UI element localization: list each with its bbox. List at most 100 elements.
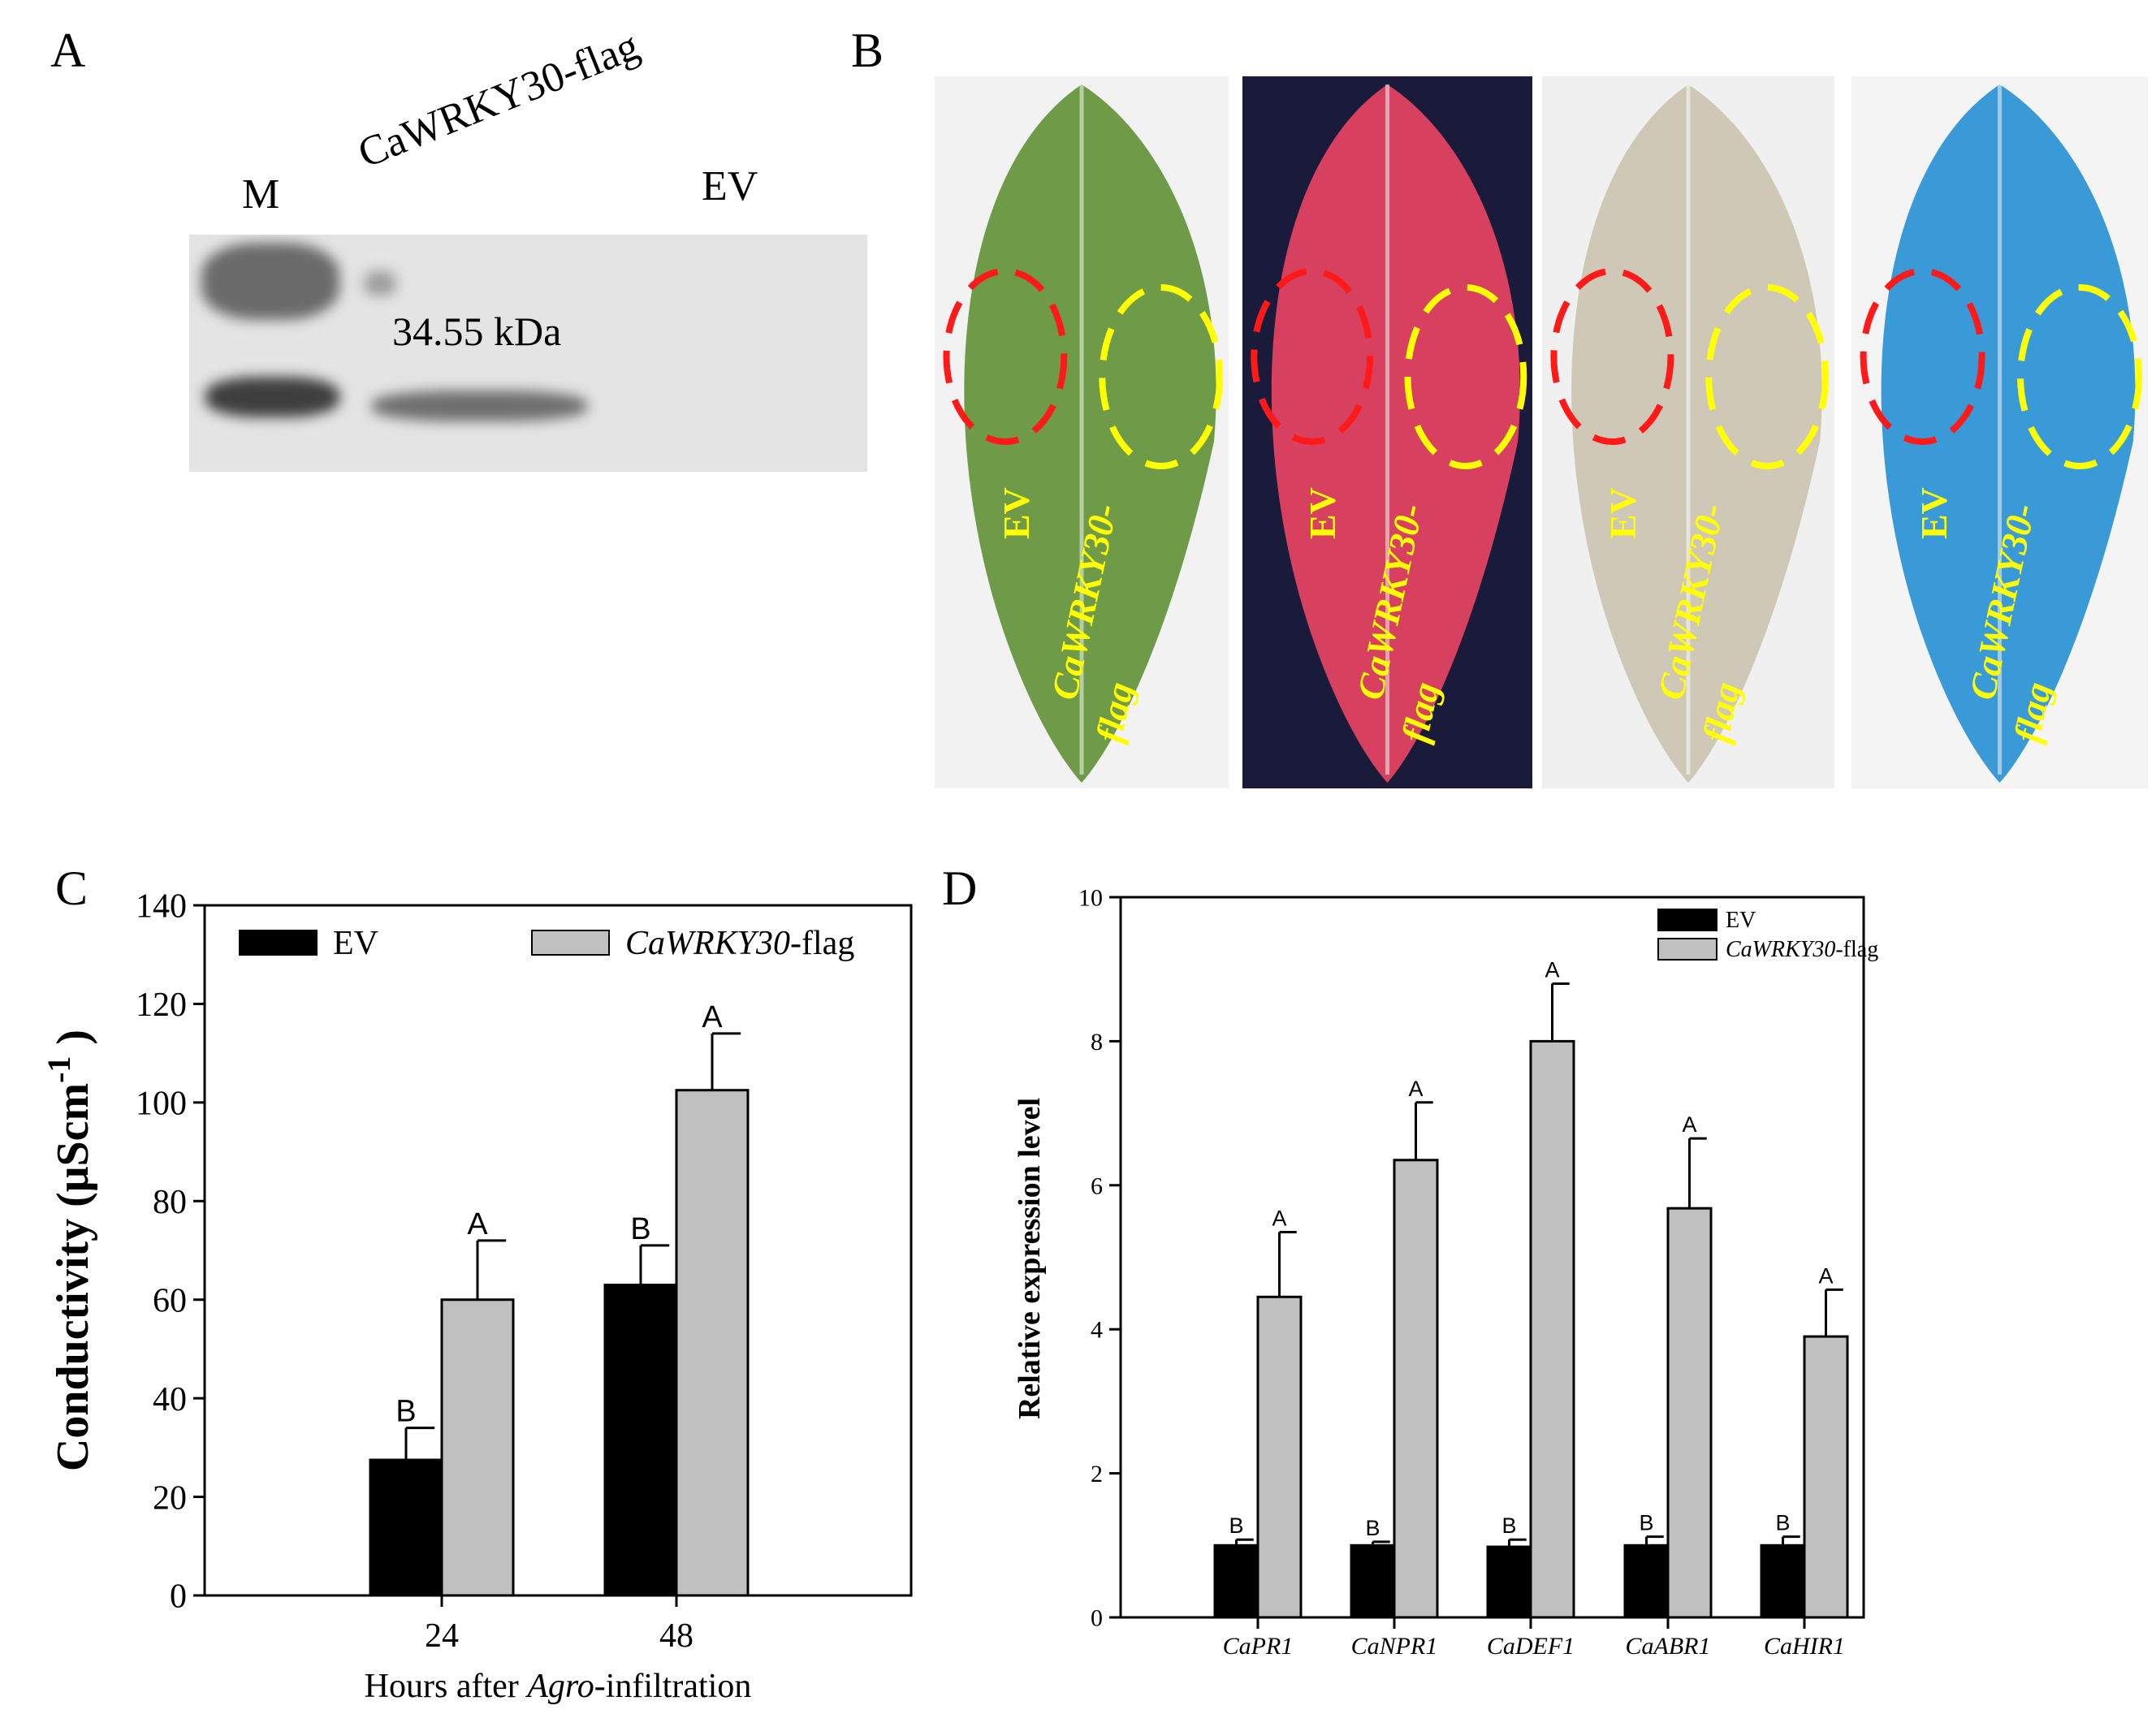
ev-infiltration-circle [1251, 268, 1374, 445]
leaf-drawing: EV CaWRKY30-flag [943, 84, 1224, 783]
legend-label-ev: EV [333, 925, 378, 962]
significance-letter: A [702, 1000, 723, 1034]
significance-letter: B [1229, 1513, 1243, 1538]
legend-label-flag: CaWRKY30-flag [1726, 937, 1878, 962]
leaf-shape [1881, 84, 2136, 783]
y-tick-label: 40 [153, 1381, 187, 1418]
lane-label-ev: EV [702, 163, 758, 209]
y-tick-label: 4 [1091, 1317, 1103, 1344]
y-axis-title: Relative expression level [1013, 1098, 1047, 1419]
y-tick-label: 100 [136, 1086, 187, 1123]
y-tick-label: 2 [1091, 1461, 1103, 1487]
bar-cawrky30-flag [1256, 1295, 1303, 1619]
x-tick-label: CaNPR1 [1351, 1633, 1438, 1660]
panel-a-label: A [50, 24, 86, 77]
bar-cawrky30-flag [440, 1298, 515, 1597]
y-axis-title: Conductivity (μScm-1 ) [41, 1030, 98, 1471]
ev-infiltration-circle [1550, 268, 1674, 445]
lane-label-marker: M [242, 171, 280, 218]
legend-label-flag-italic: CaWRKY30 [1726, 937, 1835, 962]
expression-bar-chart: 0 2 4 6 8 10 CaPR1 B A CaNPR1 B A CaDEF1 B A CaABR1 B A Ca… [1013, 885, 1878, 1660]
leaf-photo-4: EV CaWRKY30- flag [1851, 76, 2148, 788]
western-blot-image: 34.55 kDa [189, 235, 867, 472]
legend-swatch-ev [239, 930, 318, 956]
bar-cawrky30-flag [675, 1089, 750, 1597]
leaf-photo-1: EV CaWRKY30- flag [935, 76, 1229, 788]
y-axis-title-main: Conductivity (μScm [48, 1083, 98, 1471]
x-tick-label: CaPR1 [1223, 1633, 1294, 1660]
legend-label-flag-italic: CaWRKY30 [625, 925, 790, 962]
panel-b-label: B [851, 24, 884, 77]
flag-infiltration-circle [1705, 284, 1830, 469]
significance-letter: B [1501, 1513, 1516, 1538]
x-axis-title: Hours after Agro-infiltration [365, 1668, 752, 1705]
bar-cawrky30-flag [1666, 1207, 1713, 1619]
bar-ev [1486, 1545, 1532, 1619]
legend-label-ev: EV [1726, 908, 1756, 933]
leaf-shape [1271, 84, 1520, 783]
leaf-shape [964, 84, 1216, 783]
ev-infiltration-circle [943, 268, 1068, 445]
bar-ev [1213, 1543, 1259, 1619]
ev-leaf-label: EV [1602, 487, 1644, 539]
band-size-label: 34.55 kDa [392, 309, 562, 354]
significance-letter: B [1639, 1511, 1653, 1535]
y-tick-label: 140 [136, 888, 187, 926]
lane-label-flag: CaWRKY30-flag [352, 22, 646, 178]
bar-ev [1350, 1543, 1396, 1619]
ev-leaf-label: EV [996, 487, 1037, 539]
leaf-photo-2: EV CaWRKY30- flag [1242, 76, 1532, 788]
significance-letter: A [467, 1207, 488, 1241]
ev-leaf-label: EV [1913, 487, 1955, 539]
y-tick-label: 20 [153, 1479, 187, 1517]
leaf-shape [1571, 84, 1822, 783]
significance-letter: B [630, 1212, 650, 1246]
ev-label-group: EV [1602, 487, 1644, 539]
legend-swatch-ev [1657, 909, 1717, 931]
x-axis-title-post: -infiltration [594, 1668, 752, 1705]
y-axis-title-group: Conductivity (μScm-1 ) [41, 1030, 98, 1471]
x-tick-label: CaDEF1 [1487, 1633, 1575, 1660]
leaf-drawing: EV CaWRKY30-flag [1860, 84, 2143, 783]
y-tick-label: 0 [1091, 1605, 1103, 1632]
y-axis-title-sup: -1 [41, 1056, 77, 1083]
significance-letter: A [1545, 957, 1559, 982]
y-axis-title-group: Relative expression level [1013, 1098, 1047, 1419]
legend-label-flag-suffix: -flag [1835, 937, 1878, 962]
significance-letter: B [1365, 1516, 1380, 1540]
plot-frame [203, 904, 913, 1597]
bar-ev [1760, 1543, 1806, 1619]
ev-label-group: EV [996, 487, 1037, 539]
y-axis-title-close: ) [48, 1030, 98, 1056]
significance-letter: A [1408, 1077, 1423, 1101]
bar-cawrky30-flag [1393, 1159, 1439, 1619]
flag-infiltration-circle [2017, 284, 2143, 469]
legend-label-flag-suffix: -flag [790, 925, 854, 962]
leaf-drawing: EV CaWRKY30-flag [1251, 84, 1527, 783]
plot-frame [1119, 896, 1865, 1619]
leaf-drawing: EV CaWRKY30-flag [1550, 84, 1830, 783]
significance-letter: A [1272, 1206, 1286, 1230]
legend-swatch-flag [1657, 938, 1717, 961]
flag-infiltration-circle [1404, 284, 1527, 469]
y-tick-label: 10 [1078, 885, 1103, 912]
y-tick-label: 0 [170, 1578, 187, 1616]
y-tick-label: 120 [136, 987, 187, 1024]
y-tick-label: 60 [153, 1282, 187, 1319]
ev-infiltration-circle [1860, 268, 1985, 445]
bar-cawrky30-flag [1529, 1039, 1575, 1619]
y-tick-label: 6 [1091, 1172, 1103, 1199]
bar-cawrky30-flag [1803, 1335, 1849, 1619]
panel-d-label: D [942, 861, 978, 915]
significance-letter: A [1818, 1263, 1833, 1288]
significance-letter: B [1775, 1511, 1790, 1535]
panel-c-label: C [55, 861, 89, 915]
ev-label-group: EV [1913, 487, 1955, 539]
leaf-photo-3: EV CaWRKY30- flag [1542, 76, 1834, 788]
legend-label-flag: CaWRKY30-flag [625, 925, 854, 962]
bar-ev [369, 1458, 443, 1597]
legend-swatch-flag [531, 930, 610, 956]
y-tick-label: 8 [1091, 1029, 1103, 1056]
bar-ev [1623, 1543, 1670, 1619]
flag-infiltration-circle [1099, 284, 1224, 469]
